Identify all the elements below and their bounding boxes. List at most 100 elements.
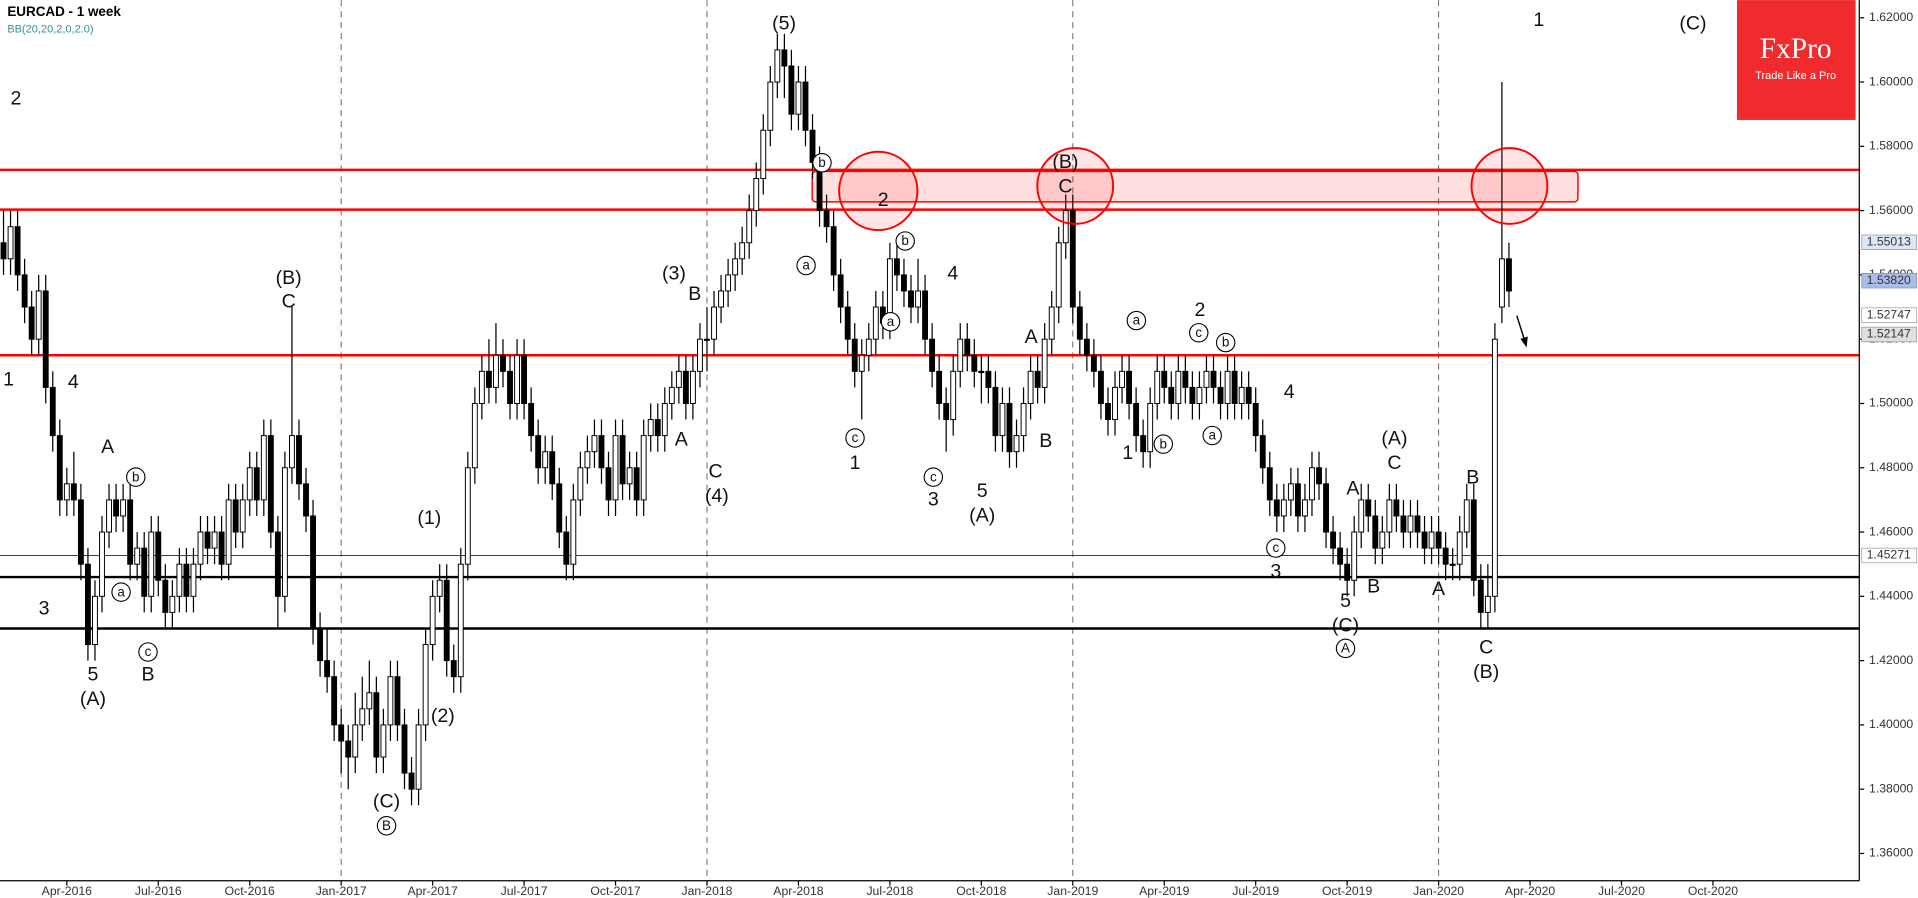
candle-body (1449, 563, 1456, 566)
wave-label: (4) (705, 485, 729, 507)
candle-body (429, 595, 436, 646)
price-tag-label: 1.55013 (1867, 235, 1911, 249)
candle-body (1309, 467, 1315, 501)
candle-body (232, 499, 239, 533)
candle-body (1372, 515, 1379, 549)
candle-body (612, 435, 619, 501)
candle-body (1112, 386, 1118, 421)
wave-circle (1202, 425, 1222, 446)
wave-label: a (1133, 313, 1141, 328)
candle-body (830, 226, 837, 276)
candle-body (99, 531, 105, 597)
candle-body (844, 306, 851, 340)
candle-body (274, 531, 281, 597)
candle-body (162, 579, 169, 613)
x-tick-label: Jan-2019 (1047, 884, 1098, 898)
candle-body (640, 435, 647, 501)
x-tick-label: Jan-2018 (682, 884, 733, 898)
candle-body (851, 338, 858, 372)
candle-body (303, 483, 309, 517)
wave-label: A (1346, 478, 1360, 500)
candle-body (675, 370, 682, 388)
candle-body (1358, 499, 1365, 533)
x-tick-label: Jul-2020 (1598, 884, 1645, 898)
candle-body (1083, 338, 1090, 356)
wave-circle (895, 231, 915, 251)
candle-body (922, 290, 929, 340)
candle-body (1421, 531, 1428, 549)
wave-label: b (132, 469, 139, 484)
candle-body (753, 177, 760, 212)
wave-label: (B) (276, 267, 302, 289)
y-tick-label: 1.38000 (1869, 781, 1913, 795)
y-tick-label: 1.60000 (1869, 74, 1913, 88)
candle-body (1098, 370, 1104, 404)
candle-body (317, 627, 324, 662)
candle-body (535, 435, 542, 469)
wave-label: A (1025, 326, 1039, 348)
candle-body (1006, 402, 1013, 453)
wave-circle (111, 582, 131, 602)
candle-body (1266, 467, 1273, 501)
x-tick-label: Oct-2018 (956, 884, 1006, 898)
candle-body (1259, 435, 1266, 469)
wave-label: (A) (969, 504, 995, 526)
candle-body (943, 402, 950, 421)
wave-label: 1 (3, 369, 14, 391)
candle-body (443, 579, 450, 662)
wave-circle (138, 642, 158, 662)
candle-body (35, 290, 42, 340)
wave-circle (126, 467, 146, 487)
wave-labels: 21 43Abac5(A)B(B)C(C)B(1)(2)(3)BAC(4)(5)b… (3, 9, 1707, 836)
candle-body (84, 563, 91, 646)
candle-body (767, 81, 774, 131)
candle-body (387, 676, 394, 726)
candle-body (28, 306, 35, 340)
wave-label: (1) (417, 507, 441, 529)
candle-body (1105, 402, 1111, 421)
candle-body (155, 531, 162, 581)
candle-body (49, 386, 56, 437)
candle-body (795, 81, 802, 115)
wave-circle (1153, 434, 1174, 454)
candle-body (915, 290, 921, 308)
x-tick-label: Apr-2019 (1139, 884, 1189, 898)
candle-body (169, 595, 176, 613)
candle-body (1041, 338, 1048, 388)
candle-body (802, 81, 809, 131)
y-tick-label: 1.58000 (1869, 139, 1913, 153)
wave-label: 1 (1122, 442, 1133, 464)
candle-body (1203, 370, 1210, 388)
candle-body (218, 531, 225, 565)
wave-label: A (101, 436, 115, 458)
candle-body (134, 547, 141, 565)
forecast-arrow-head (1520, 336, 1528, 348)
wave-circle (923, 467, 944, 487)
candle-body (1062, 210, 1069, 244)
wave-label: (B) (1052, 151, 1078, 173)
wave-label: c (1195, 325, 1202, 340)
candle-body (197, 531, 204, 565)
candle-body (380, 724, 387, 758)
wave-label: 2 (878, 189, 889, 211)
candle-body (92, 595, 98, 646)
x-tick-label: Apr-2016 (42, 884, 92, 898)
wave-circle (796, 255, 816, 276)
wave-label: (A) (1381, 427, 1407, 449)
candle-body (718, 290, 724, 308)
price-tag-label: 1.52747 (1867, 307, 1911, 321)
wave-label: (2) (431, 705, 455, 727)
candle-body (260, 435, 267, 501)
candle-body (1400, 515, 1407, 533)
candle-body (1161, 370, 1168, 388)
wave-label: B (1367, 575, 1380, 597)
wave-label: C (1479, 637, 1493, 659)
candle-body (781, 49, 788, 67)
wave-circle (845, 428, 865, 448)
candle-body (1442, 547, 1449, 565)
candle-body (1119, 370, 1125, 388)
candle-body (626, 467, 633, 485)
wave-label: A (1432, 578, 1446, 600)
candle-body (1140, 435, 1147, 453)
y-tick-label: 1.48000 (1869, 460, 1913, 474)
